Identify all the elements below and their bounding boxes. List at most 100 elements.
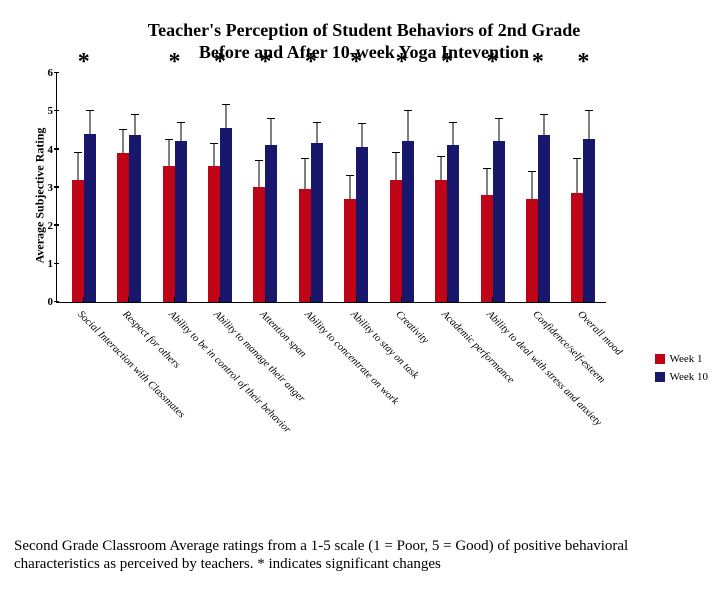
bar-week10 [311,143,323,302]
significance-marker: * [532,49,544,76]
error-bar [259,160,260,187]
bar-group: * [288,73,333,302]
error-cap [392,152,400,153]
x-label-slot: Respect for others [106,303,152,493]
bar-week10 [583,139,595,302]
x-tick-mark [356,297,357,302]
x-tick-mark [174,297,175,302]
error-bar [213,143,214,166]
legend-item: Week 10 [655,371,708,383]
error-cap [404,110,412,111]
x-label-slot: Overall mood [561,303,607,493]
bar-group: * [334,73,379,302]
bar-week10 [493,141,505,302]
error-cap [74,152,82,153]
significance-marker: * [214,49,226,76]
error-cap [540,114,548,115]
x-tick-mark [128,297,129,302]
bar-group: * [515,73,560,302]
bar-week1 [526,199,538,303]
y-tick-label: 4 [48,144,54,156]
x-label-slot: Ability to stay on task [333,303,379,493]
legend-swatch [655,354,665,364]
error-bar [316,122,317,143]
error-cap [131,114,139,115]
bar-week10 [265,145,277,302]
y-tick-label: 5 [48,105,54,117]
error-bar [543,114,544,135]
bar-group: * [243,73,288,302]
y-tick-label: 6 [48,67,54,79]
error-cap [255,160,263,161]
error-bar [395,153,396,180]
significance-marker: * [305,49,317,76]
error-cap [313,122,321,123]
bar-week10 [84,134,96,303]
caption: Second Grade Classroom Average ratings f… [14,537,714,575]
bar-group: * [61,73,106,302]
x-tick-mark [265,297,266,302]
bar-group: * [379,73,424,302]
x-label-slot: Ability to manage their anger [197,303,243,493]
bar-group: * [197,73,242,302]
significance-marker: * [396,49,408,76]
y-tick-label: 2 [48,220,54,232]
error-bar [577,158,578,193]
plot-wrap: 0123456 *********** Social Interaction w… [36,73,606,493]
error-cap [346,175,354,176]
significance-marker: * [441,49,453,76]
bar-group: * [470,73,515,302]
error-cap [437,156,445,157]
error-bar [362,124,363,147]
significance-marker: * [259,49,271,76]
bar-week1 [163,166,175,302]
error-bar [589,111,590,140]
error-cap [267,118,275,119]
error-bar [123,130,124,153]
x-tick-mark [401,297,402,302]
error-bar [441,157,442,180]
bar-week1 [299,189,311,302]
error-bar [350,176,351,199]
error-bar [180,122,181,141]
error-cap [528,171,536,172]
bar-group [106,73,151,302]
x-label-slot: Confidence/self-esteem [515,303,561,493]
error-bar [453,122,454,145]
error-bar [89,111,90,134]
bar-group: * [424,73,469,302]
x-tick-mark [583,297,584,302]
error-cap [177,122,185,123]
bar-week1 [481,195,493,302]
bar-week1 [571,193,583,302]
chart-title: Teacher's Perception of Student Behavior… [10,20,718,63]
significance-marker: * [487,49,499,76]
legend: Week 1 Week 10 [655,353,708,389]
x-label-slot: Academic performance [424,303,470,493]
error-cap [573,158,581,159]
error-cap [165,139,173,140]
chart-area: Average Subjective Rating 0123456 ******… [10,73,718,493]
error-cap [86,110,94,111]
error-bar [168,139,169,166]
y-tick-label: 3 [48,182,54,194]
y-tick-label: 1 [48,258,54,270]
bar-week10 [402,141,414,302]
x-label-slot: Ability to be in control of their behavi… [151,303,197,493]
bar-week1 [208,166,220,302]
error-cap [210,143,218,144]
error-bar [486,168,487,195]
error-bar [304,158,305,189]
error-bar [135,114,136,135]
x-label-slot: Ability to deal with stress and anxiety [470,303,516,493]
bar-week1 [253,187,265,302]
error-cap [585,110,593,111]
legend-label: Week 1 [669,353,702,365]
bar-group: * [561,73,606,302]
title-line-2: Before and After 10-week Yoga Inteventio… [199,42,529,62]
error-bar [498,118,499,141]
x-label-slot: Creativity [379,303,425,493]
bar-week1 [435,180,447,303]
legend-swatch [655,372,665,382]
y-ticks: 0123456 [37,73,57,302]
